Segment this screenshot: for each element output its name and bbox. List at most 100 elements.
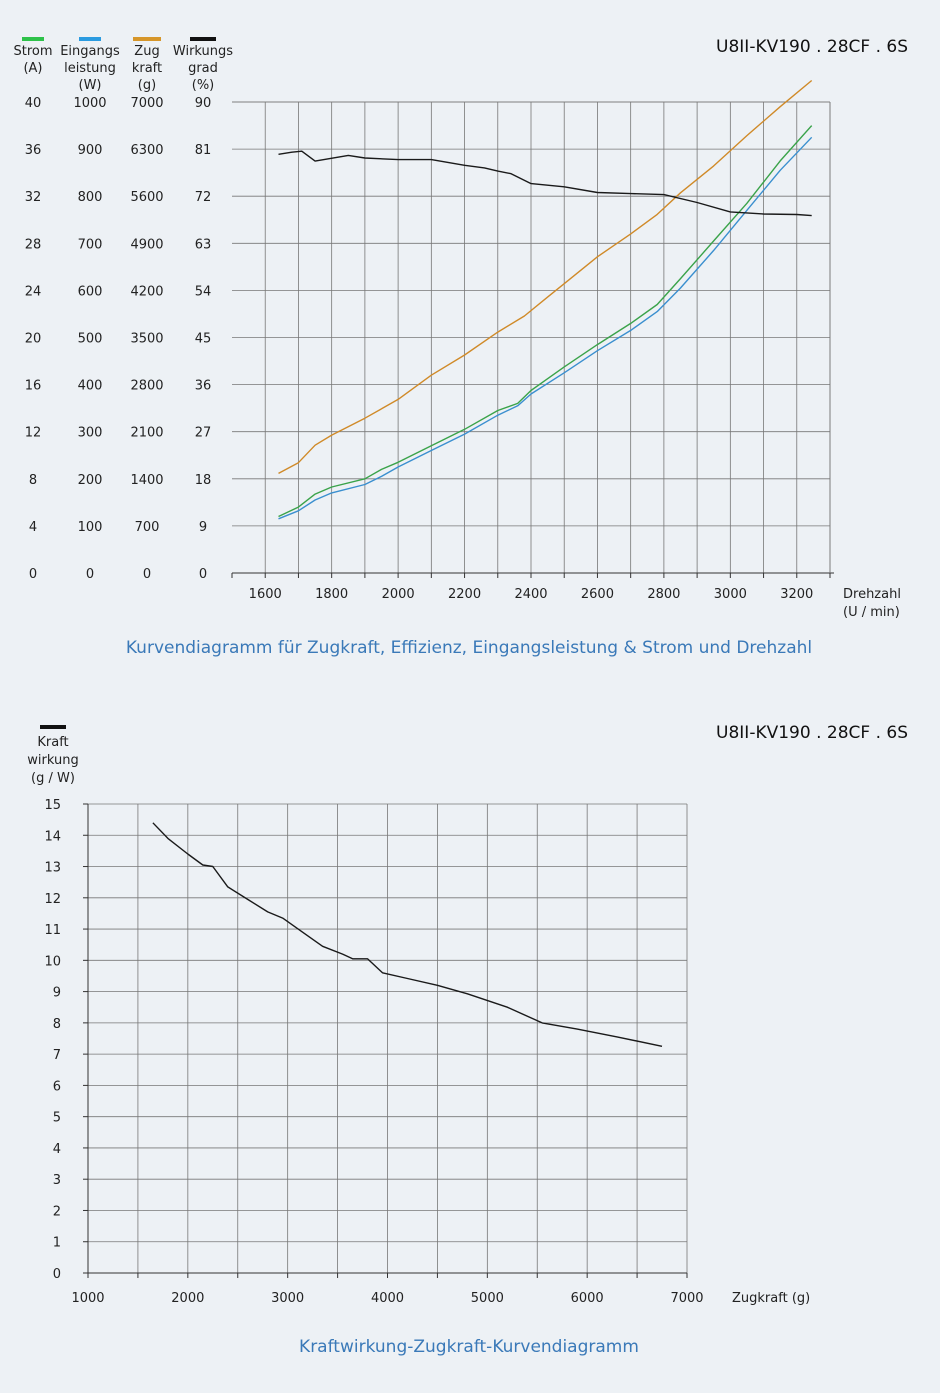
y-tick-label-strom: 4	[29, 520, 37, 535]
y-tick-label-zugkraft: 2100	[130, 426, 163, 441]
axis-label-zugkraft: Zug	[134, 44, 159, 59]
y-tick-label: 6	[53, 1079, 61, 1094]
series-line-zugkraft	[278, 79, 813, 475]
y-tick-label-wirkungsgrad: 81	[195, 143, 212, 158]
model-label: U8II-KV190 . 28CF . 6S	[716, 37, 908, 57]
y-tick-label-leistung: 200	[78, 473, 103, 488]
axis-label-zugkraft: kraft	[132, 61, 162, 76]
y-tick-label: 0	[53, 1267, 61, 1282]
x-tick-label: 3200	[780, 587, 813, 602]
y-tick-label-strom: 0	[29, 567, 37, 582]
x-axis-label: Zugkraft (g)	[732, 1291, 810, 1306]
y-tick-label-strom: 40	[25, 96, 42, 111]
y-tick-label: 15	[44, 798, 61, 813]
axis-label-leistung: Eingangs	[60, 44, 120, 59]
y-tick-label-strom: 8	[29, 473, 37, 488]
axis-label-leistung: (W)	[79, 78, 102, 93]
legend-swatch-leistung	[79, 37, 101, 41]
y-tick-label-zugkraft: 7000	[130, 96, 163, 111]
y-tick-label-wirkungsgrad: 0	[199, 567, 207, 582]
legend-swatch-wirkungsgrad	[190, 37, 216, 41]
y-tick-label-wirkungsgrad: 27	[195, 426, 212, 441]
y-tick-label-zugkraft: 5600	[130, 190, 163, 205]
y-tick-label-wirkungsgrad: 9	[199, 520, 207, 535]
y-tick-label-wirkungsgrad: 18	[195, 473, 212, 488]
y-tick-label-leistung: 700	[78, 237, 103, 252]
y-tick-label-zugkraft: 700	[135, 520, 160, 535]
y-axis-label: (g / W)	[31, 771, 75, 786]
x-tick-label: 2400	[514, 587, 547, 602]
y-tick-label-leistung: 500	[78, 332, 103, 347]
y-tick-label: 4	[53, 1142, 61, 1157]
y-tick-label-zugkraft: 0	[143, 567, 151, 582]
y-tick-label-wirkungsgrad: 72	[195, 190, 212, 205]
series-line-leistung	[278, 136, 813, 520]
y-tick-label-strom: 36	[25, 143, 42, 158]
y-tick-label: 8	[53, 1017, 61, 1032]
axis-label-wirkungsgrad: Wirkungs	[173, 44, 233, 59]
y-tick-label-leistung: 800	[78, 190, 103, 205]
y-tick-label: 13	[44, 861, 61, 876]
y-tick-label-strom: 28	[25, 237, 42, 252]
y-tick-label-leistung: 600	[78, 284, 103, 299]
y-tick-label-zugkraft: 1400	[130, 473, 163, 488]
y-tick-label-zugkraft: 4200	[130, 284, 163, 299]
x-axis-label-unit: (U / min)	[843, 605, 900, 620]
y-tick-label-wirkungsgrad: 36	[195, 379, 212, 394]
x-tick-label: 2600	[581, 587, 614, 602]
y-tick-label: 7	[53, 1048, 61, 1063]
y-tick-label: 14	[44, 829, 61, 844]
y-tick-label-leistung: 300	[78, 426, 103, 441]
y-tick-label-wirkungsgrad: 54	[195, 284, 212, 299]
y-axis-label: wirkung	[27, 753, 78, 768]
x-tick-label: 3000	[271, 1291, 304, 1306]
series-line-wirkungsgrad	[278, 150, 812, 217]
x-axis-label: Drehzahl	[843, 587, 901, 602]
x-tick-label: 3000	[714, 587, 747, 602]
y-tick-label-wirkungsgrad: 90	[195, 96, 212, 111]
y-tick-label-strom: 16	[25, 379, 42, 394]
y-tick-label: 1	[53, 1236, 61, 1251]
x-tick-label: 5000	[471, 1291, 504, 1306]
axis-label-strom: (A)	[23, 61, 42, 76]
y-tick-label-zugkraft: 2800	[130, 379, 163, 394]
y-tick-label-leistung: 900	[78, 143, 103, 158]
y-tick-label-zugkraft: 3500	[130, 332, 163, 347]
y-tick-label-strom: 32	[25, 190, 42, 205]
y-tick-label-leistung: 100	[78, 520, 103, 535]
y-tick-label-leistung: 400	[78, 379, 103, 394]
y-tick-label-zugkraft: 4900	[130, 237, 163, 252]
x-tick-label: 2200	[448, 587, 481, 602]
x-tick-label: 2000	[382, 587, 415, 602]
x-tick-label: 2000	[171, 1291, 204, 1306]
chart-zugkraft-drehzahl: 1600 1800 2000 2200 2400 2600 2800 3000 3200 Dreh…	[13, 37, 908, 658]
axis-label-strom: Strom	[13, 44, 52, 59]
legend-swatch-kraftwirkung	[40, 725, 66, 729]
model-label: U8II-KV190 . 28CF . 6S	[716, 723, 908, 743]
x-tick-label: 6000	[571, 1291, 604, 1306]
y-tick-label: 9	[53, 986, 61, 1001]
y-tick-label: 12	[44, 892, 61, 907]
y-tick-label: 3	[53, 1173, 61, 1188]
axis-label-leistung: leistung	[64, 61, 116, 76]
legend-swatch-zugkraft	[133, 37, 161, 41]
y-tick-label-leistung: 0	[86, 567, 94, 582]
x-tick-label: 7000	[670, 1291, 703, 1306]
y-tick-label-strom: 12	[25, 426, 42, 441]
legend-swatch-strom	[22, 37, 44, 41]
y-tick-label: 5	[53, 1111, 61, 1126]
y-tick-label-wirkungsgrad: 45	[195, 332, 212, 347]
y-tick-label-zugkraft: 6300	[130, 143, 163, 158]
x-tick-label: 1800	[315, 587, 348, 602]
y-tick-label-wirkungsgrad: 63	[195, 237, 212, 252]
chart-title: Kraftwirkung-Zugkraft-Kurvendiagramm	[299, 1337, 639, 1357]
y-tick-label: 10	[44, 954, 61, 969]
axis-label-wirkungsgrad: (%)	[192, 78, 215, 93]
x-tick-label: 2800	[647, 587, 680, 602]
y-tick-label-strom: 20	[25, 332, 42, 347]
series-line-kraftwirkung	[152, 822, 663, 1047]
y-tick-label-strom: 24	[25, 284, 42, 299]
series-line-strom	[278, 125, 813, 518]
axis-label-wirkungsgrad: grad	[188, 61, 218, 76]
